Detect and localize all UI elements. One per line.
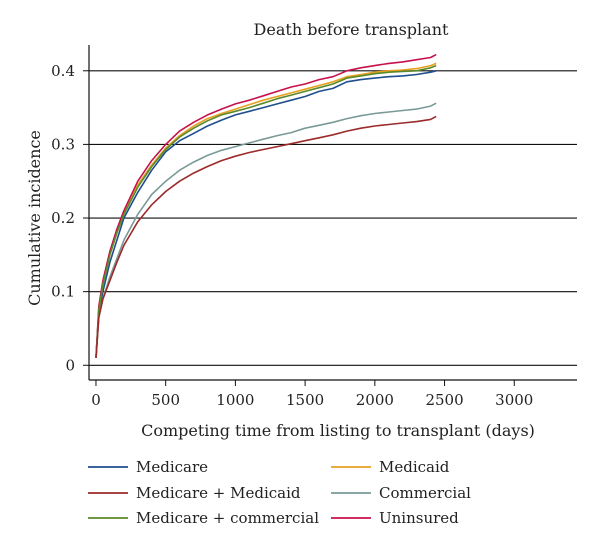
x-tick-label: 2000 [356,391,394,409]
legend-label: Medicare [136,458,208,476]
series-line-medicare-medicaid [95,115,437,358]
y-tick-label: 0.1 [51,283,75,301]
legend-item-medicare-medicaid: Medicare + Medicaid [88,484,301,502]
y-tick-label: 0.2 [51,209,75,227]
legend-item-uninsured: Uninsured [331,509,459,527]
series-line-commercial [95,102,437,358]
x-tick-label: 3000 [495,391,533,409]
x-tick-label: 1500 [286,391,324,409]
axes [88,45,577,381]
y-ticks: 0 0.1 0.2 0.3 0.4 [51,62,89,374]
y-axis-title: Cumulative incidence [25,130,44,306]
x-tick-label: 2500 [425,391,463,409]
y-tick-label: 0.4 [51,62,75,80]
chart-title: Death before transplant [254,20,449,39]
x-ticks: 0 500 1000 1500 2000 2500 3000 [91,380,533,409]
series-line-uninsured [95,53,437,358]
legend-item-medicare-commercial: Medicare + commercial [88,509,319,527]
legend-label: Commercial [379,484,471,502]
legend-item-commercial: Commercial [331,484,471,502]
series-lines [95,53,437,358]
legend-label: Uninsured [379,509,459,527]
gridlines [89,70,577,366]
x-tick-label: 500 [151,391,180,409]
x-axis-title: Competing time from listing to transplan… [141,421,535,440]
legend-label: Medicaid [379,458,450,476]
legend-label: Medicare + commercial [136,509,319,527]
legend-label: Medicare + Medicaid [136,484,301,502]
x-tick-label: 1000 [216,391,254,409]
y-tick-label: 0 [65,356,75,374]
legend-item-medicaid: Medicaid [331,458,450,476]
series-line-medicare [95,70,437,358]
y-tick-label: 0.3 [51,135,75,153]
legend-item-medicare: Medicare [88,458,208,476]
series-line-medicare-commercial [95,64,437,358]
x-tick-label: 0 [91,391,101,409]
legend: Medicare Medicaid Medicare + Medicaid Comme… [88,458,471,527]
